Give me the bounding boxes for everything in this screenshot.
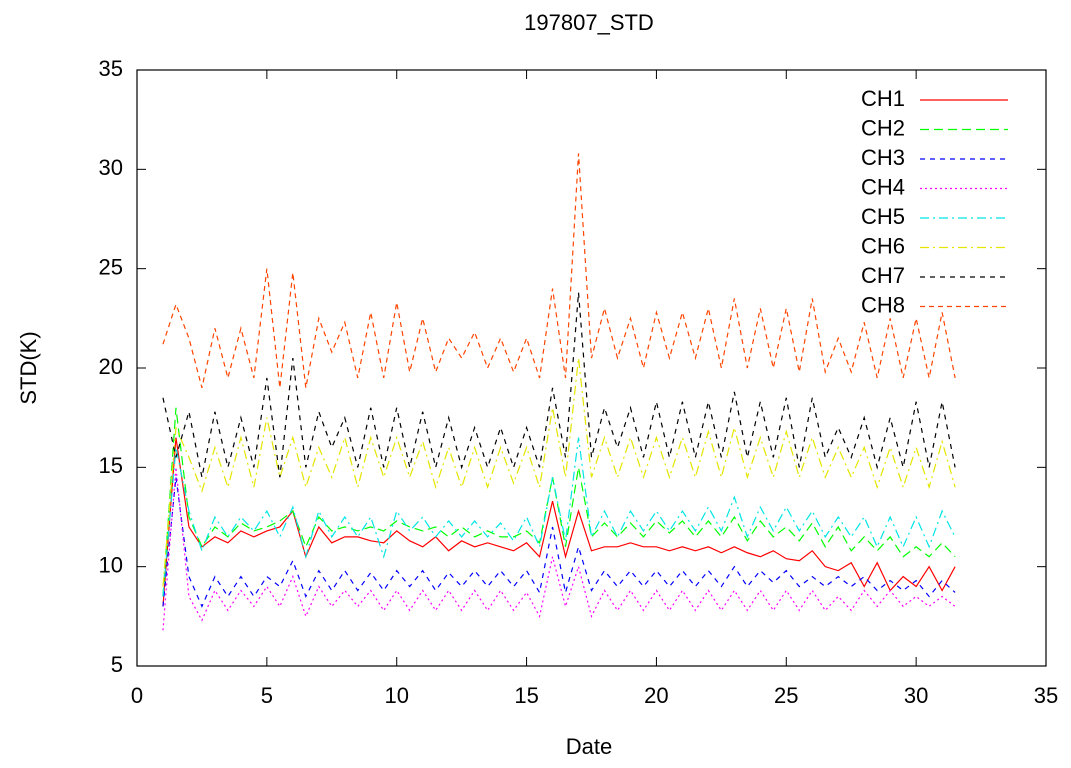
series-line (162, 358, 956, 587)
legend-label: CH1 (861, 86, 905, 111)
chart-title: 197807_STD (524, 10, 654, 35)
series-line (162, 437, 956, 607)
x-tick-label: 0 (131, 683, 143, 708)
y-tick-label: 35 (99, 56, 123, 81)
y-axis-label: STD(K) (16, 331, 41, 404)
legend-label: CH8 (861, 292, 905, 317)
x-tick-label: 30 (904, 683, 928, 708)
x-tick-label: 35 (1034, 683, 1058, 708)
series-line (162, 292, 956, 478)
series-line (162, 477, 956, 608)
y-tick-label: 25 (99, 254, 123, 279)
x-axis-label: Date (566, 734, 612, 759)
legend-label: CH6 (861, 233, 905, 258)
series-line (162, 467, 956, 631)
y-tick-label: 5 (111, 652, 123, 677)
x-tick-label: 20 (644, 683, 668, 708)
x-tick-label: 10 (384, 683, 408, 708)
x-tick-label: 5 (261, 683, 273, 708)
legend-label: CH2 (861, 115, 905, 140)
series-line (162, 407, 956, 597)
x-tick-label: 25 (774, 683, 798, 708)
plot-frame (136, 69, 1047, 667)
series-line (162, 153, 956, 389)
y-tick-label: 20 (99, 354, 123, 379)
legend-label: CH4 (861, 174, 905, 199)
y-tick-label: 15 (99, 453, 123, 478)
x-tick-label: 15 (514, 683, 538, 708)
legend-label: CH5 (861, 204, 905, 229)
legend-label: CH3 (861, 145, 905, 170)
series-line (162, 437, 956, 597)
y-tick-label: 10 (99, 552, 123, 577)
legend-label: CH7 (861, 263, 905, 288)
y-tick-label: 30 (99, 155, 123, 180)
